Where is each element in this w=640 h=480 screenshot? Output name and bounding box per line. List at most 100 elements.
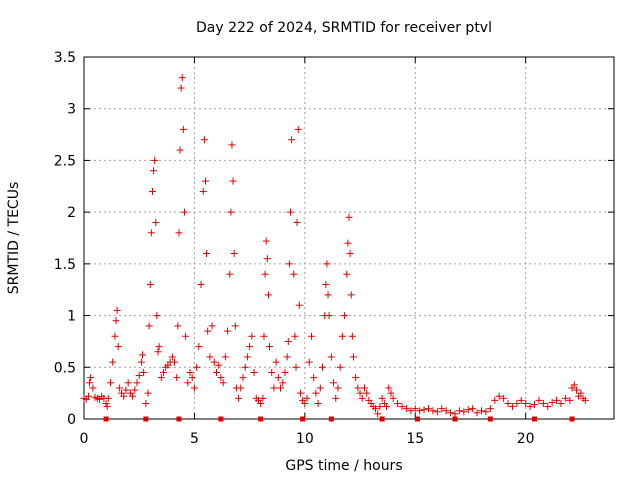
data-point	[378, 394, 386, 402]
data-point	[109, 358, 117, 366]
data-point	[266, 343, 273, 351]
data-point	[155, 343, 163, 351]
data-point	[173, 374, 181, 382]
data-point	[513, 399, 521, 407]
data-point	[352, 374, 360, 382]
data-point	[548, 398, 556, 406]
axis-marker	[452, 416, 458, 422]
data-point	[190, 384, 198, 392]
data-point	[336, 363, 344, 371]
data-point	[460, 408, 468, 416]
data-point	[330, 379, 338, 387]
data-point	[230, 250, 238, 258]
data-point	[296, 389, 304, 397]
data-point	[195, 343, 203, 351]
data-point	[87, 374, 95, 382]
data-point	[451, 410, 459, 418]
data-point	[160, 368, 167, 376]
data-point	[86, 379, 94, 387]
data-point	[200, 136, 208, 144]
data-point	[272, 358, 280, 366]
data-point	[522, 399, 530, 407]
data-point	[325, 312, 333, 320]
data-point	[526, 403, 534, 411]
data-point	[570, 381, 578, 389]
data-point	[482, 408, 490, 416]
data-point	[217, 374, 225, 382]
data-point	[295, 301, 303, 309]
data-point	[284, 337, 292, 345]
data-point	[131, 386, 139, 394]
data-point	[327, 353, 335, 361]
data-point	[438, 405, 446, 413]
data-point	[402, 405, 410, 413]
x-axis-label: GPS time / hours	[285, 458, 402, 474]
data-point	[146, 281, 154, 289]
data-point	[279, 379, 287, 387]
data-point	[486, 405, 494, 413]
data-point	[316, 384, 324, 392]
y-tick-labels: 0 0.5 1 1.5 2 2.5 3 3.5	[54, 50, 76, 428]
data-point	[152, 218, 160, 226]
data-point	[140, 368, 148, 376]
data-point	[447, 409, 455, 417]
data-point	[495, 392, 503, 400]
data-point	[344, 239, 352, 247]
data-point	[561, 394, 569, 402]
data-point	[473, 409, 481, 417]
y-tick-label: 0.5	[54, 360, 76, 376]
data-point	[290, 270, 298, 278]
data-point	[385, 384, 393, 392]
data-point	[557, 399, 565, 407]
data-point	[500, 394, 508, 402]
y-tick-label: 3	[67, 102, 76, 118]
data-point	[262, 237, 270, 245]
data-point	[177, 84, 185, 92]
data-point	[323, 260, 331, 268]
data-point	[237, 384, 245, 392]
data-point	[517, 396, 525, 404]
data-point	[89, 384, 97, 392]
data-point	[148, 187, 156, 195]
data-point	[425, 405, 432, 413]
data-point	[334, 384, 342, 392]
data-point	[204, 327, 212, 335]
data-point	[103, 403, 111, 411]
data-point	[213, 368, 220, 376]
data-point	[343, 270, 351, 278]
data-point	[178, 74, 186, 82]
data-point	[224, 327, 232, 335]
y-tick-label: 1.5	[54, 257, 76, 273]
data-point	[129, 392, 137, 400]
data-point	[175, 229, 183, 237]
data-point	[322, 281, 330, 289]
data-point	[348, 332, 356, 340]
data-point	[504, 399, 512, 407]
data-point	[144, 389, 152, 397]
data-point	[145, 322, 153, 330]
data-point	[179, 125, 187, 133]
data-point	[324, 291, 332, 299]
y-tick-label: 0	[67, 412, 76, 428]
data-point	[186, 368, 194, 376]
data-point	[407, 407, 415, 415]
data-point	[544, 403, 552, 411]
y-tick-label: 2	[67, 205, 76, 221]
data-point	[264, 291, 272, 299]
data-point	[535, 396, 543, 404]
data-point	[566, 396, 574, 404]
data-point	[274, 374, 282, 382]
x-tick-label: 15	[406, 431, 424, 447]
data-point	[301, 399, 309, 407]
data-point	[219, 379, 227, 387]
data-point	[221, 353, 229, 361]
data-point	[312, 389, 320, 397]
y-tick-label: 2.5	[54, 153, 76, 169]
data-point	[229, 177, 237, 185]
chart-title: Day 222 of 2024, SRMTID for receiver ptv…	[196, 20, 492, 36]
data-point	[180, 208, 188, 216]
data-point	[199, 187, 207, 195]
data-point	[332, 394, 340, 402]
axis-marker	[414, 416, 420, 422]
